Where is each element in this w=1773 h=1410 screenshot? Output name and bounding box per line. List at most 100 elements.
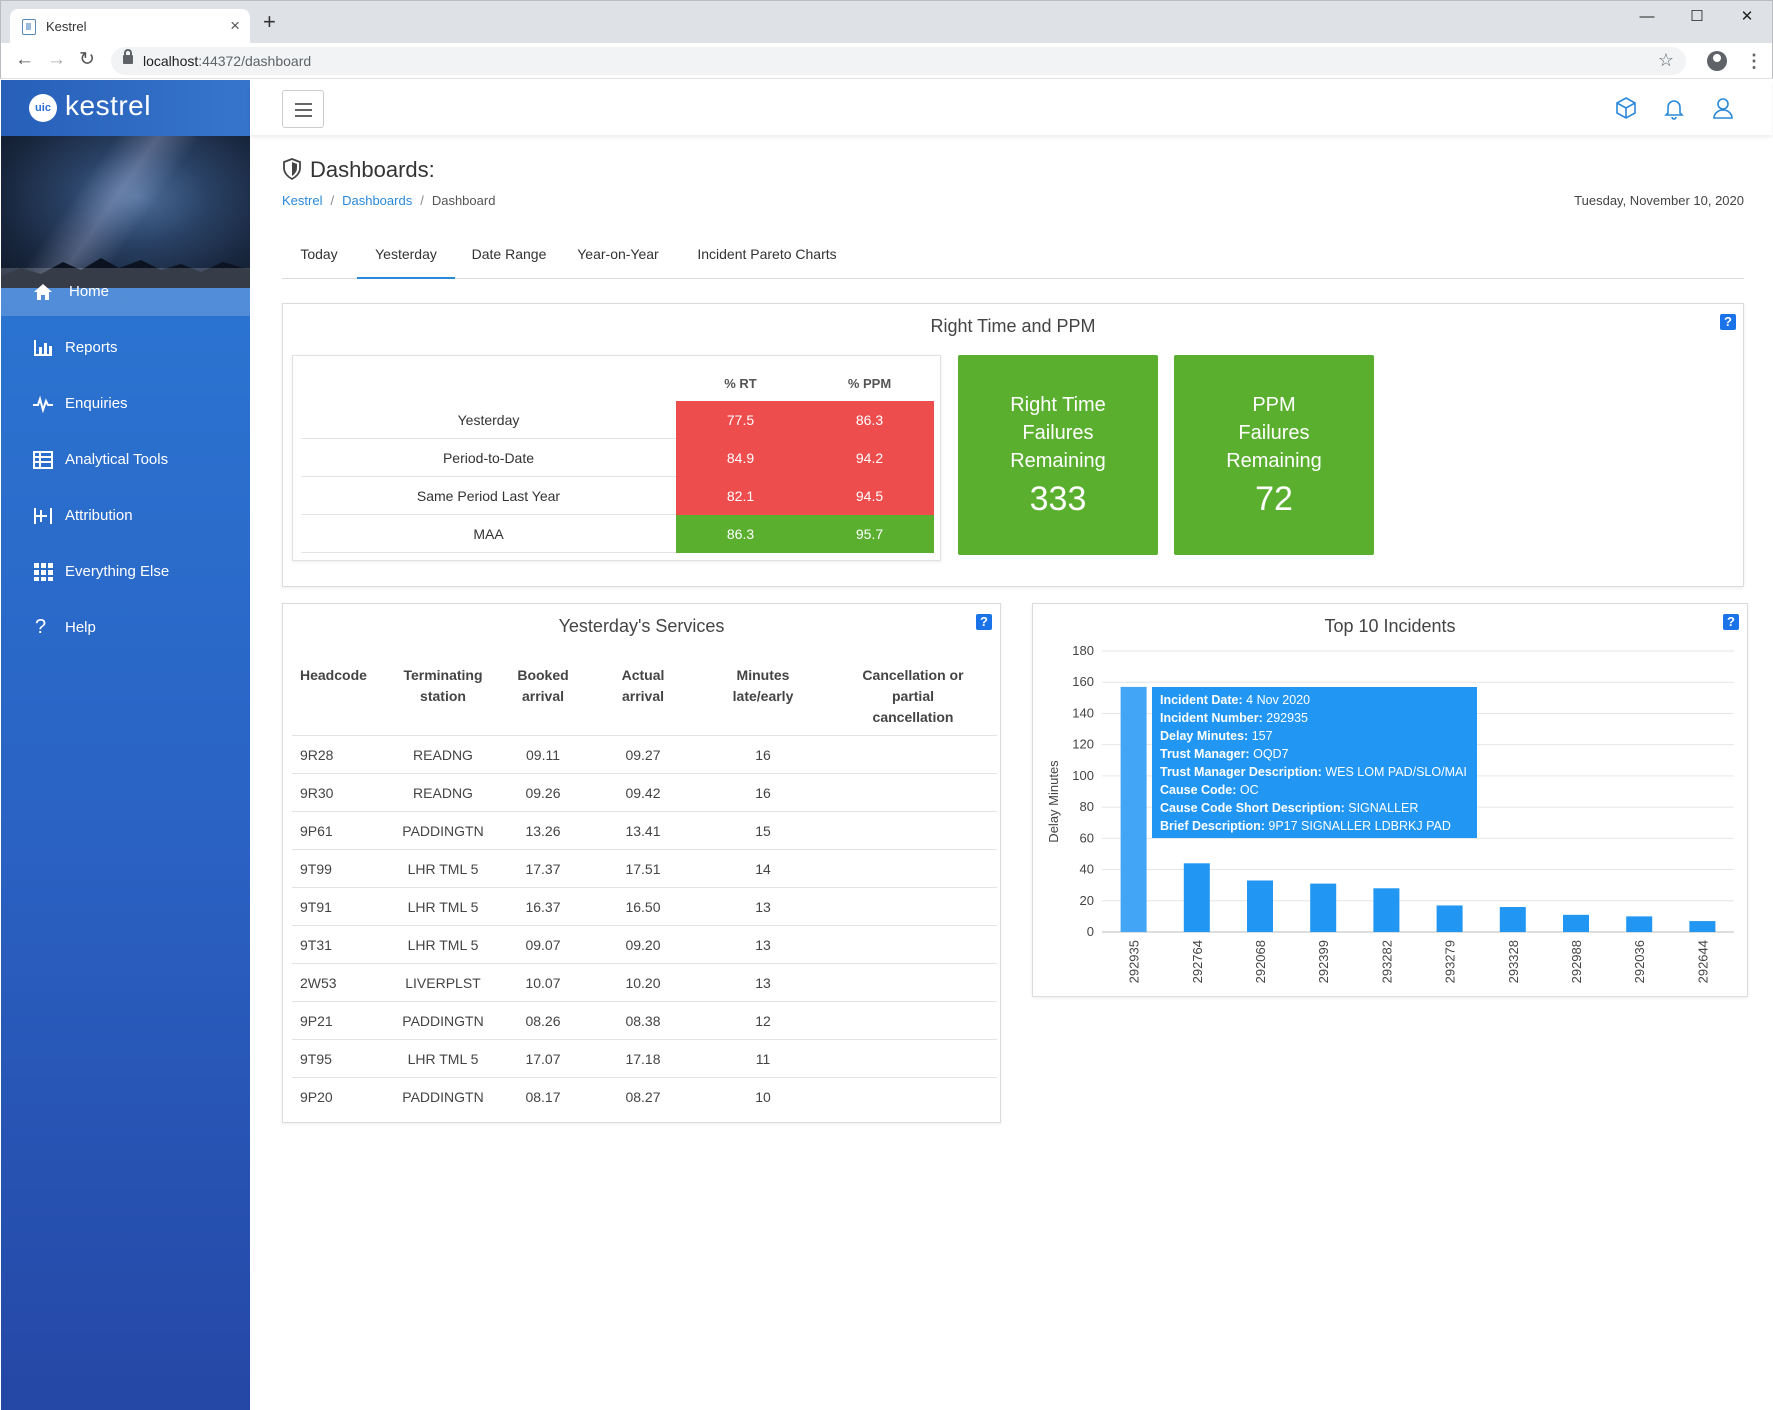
tooltip-line: Cause Code Short Description: SIGNALLER	[1160, 801, 1419, 815]
headcode-cell: 9T91	[300, 899, 332, 915]
booked-arrival-cell: 13.26	[525, 823, 561, 839]
close-window-icon[interactable]: ✕	[1740, 8, 1754, 25]
bell-icon[interactable]	[1662, 96, 1686, 120]
booked-arrival-cell: 09.07	[525, 937, 561, 953]
card-title: Top 10 Incidents	[1324, 616, 1456, 636]
sidebar-item-home[interactable]: Home	[1, 268, 250, 316]
breadcrumb-current: Dashboard	[431, 193, 496, 208]
actual-arrival-cell: 13.41	[625, 823, 661, 839]
column-header-terminating-station: Terminating station	[403, 667, 483, 704]
grid-icon	[34, 563, 53, 581]
tooltip-line: Incident Date: 4 Nov 2020	[1160, 693, 1311, 707]
rt-ppm-row: Yesterday 77.5 86.3	[301, 401, 934, 439]
browser-menu-icon[interactable]: ⋮	[1745, 51, 1763, 71]
rt-failures-value: 333	[1029, 480, 1087, 518]
back-icon[interactable]: ←	[15, 49, 34, 70]
row-label: Same Period Last Year	[416, 488, 561, 504]
help-icon[interactable]: ?	[1720, 314, 1736, 330]
headcode-cell: 2W53	[300, 975, 337, 991]
maximize-icon[interactable]: ☐	[1690, 8, 1704, 25]
actual-arrival-cell: 08.27	[625, 1089, 661, 1105]
reload-icon[interactable]: ↻	[79, 49, 95, 70]
help-icon[interactable]: ?	[976, 614, 992, 630]
sidebar-item-analytical-tools[interactable]: Analytical Tools	[1, 436, 250, 484]
address-bar[interactable]: localhost:44372/dashboard ☆	[111, 47, 1686, 75]
browser-tab[interactable]: Kestrel ×	[10, 9, 250, 44]
help-icon[interactable]: ?	[1723, 614, 1739, 630]
rt-ppm-table: % RT % PPM Yesterday 77.5 86.3 Period-to-Da…	[292, 355, 941, 561]
rt-value: 77.5	[676, 401, 805, 439]
row-label: Yesterday	[457, 412, 520, 428]
minimize-icon[interactable]: —	[1639, 8, 1655, 25]
sidebar-item-label: Analytical Tools	[65, 451, 169, 468]
tab-incident-pareto-charts[interactable]: Incident Pareto Charts	[697, 246, 837, 262]
station-cell: LHR TML 5	[407, 899, 479, 915]
uic-logo-icon: uic	[29, 94, 57, 122]
sidebar-item-label: Help	[65, 619, 96, 636]
tooltip-line: Brief Description: 9P17 SIGNALLER LDBRKJ…	[1160, 819, 1451, 833]
window-controls: — ☐ ✕	[1622, 1, 1772, 33]
sidebar-item-everything-else[interactable]: Everything Else	[1, 548, 250, 596]
sidebar-item-help[interactable]: ? Help	[1, 604, 250, 652]
station-cell: READNG	[413, 785, 473, 801]
tooltip-line: Delay Minutes: 157	[1160, 729, 1273, 743]
station-cell: PADDINGTN	[402, 1089, 484, 1105]
cube-icon[interactable]	[1614, 96, 1638, 120]
tab-date-range[interactable]: Date Range	[471, 246, 547, 262]
minutes-late-cell: 13	[755, 937, 771, 953]
actual-arrival-cell: 09.42	[625, 785, 661, 801]
table-row: 9T99 LHR TML 5 17.37 17.51 14	[292, 849, 997, 887]
shield-icon	[283, 158, 301, 180]
booked-arrival-cell: 08.26	[525, 1013, 561, 1029]
breadcrumb-dashboards[interactable]: Dashboards	[342, 193, 413, 208]
minutes-late-cell: 13	[755, 975, 771, 991]
tooltip-line: Trust Manager Description: WES LOM PAD/S…	[1160, 765, 1467, 779]
sidebar-item-label: Home	[69, 283, 110, 300]
close-tab-icon[interactable]: ×	[230, 16, 240, 35]
home-icon	[34, 284, 52, 300]
sidebar-item-label: Everything Else	[65, 563, 170, 580]
booked-arrival-cell: 16.37	[525, 899, 561, 915]
station-cell: LIVERPLST	[405, 975, 481, 991]
forward-icon[interactable]: →	[47, 49, 66, 70]
rt-failures-remaining-tile: Right Time Failures Remaining 333	[958, 355, 1158, 555]
rt-ppm-row: MAA 86.3 95.7	[301, 515, 934, 553]
booked-arrival-cell: 08.17	[525, 1089, 561, 1105]
tab-year-on-year[interactable]: Year-on-Year	[577, 246, 659, 262]
address-url: localhost:44372/dashboard	[143, 53, 312, 69]
tab-today[interactable]: Today	[300, 246, 338, 262]
app-header	[250, 80, 1772, 135]
breadcrumb-kestrel[interactable]: Kestrel	[282, 193, 323, 208]
sidebar-item-attribution[interactable]: Attribution	[1, 492, 250, 540]
column-header-cancellation: Cancellation or partial cancellation	[862, 667, 964, 725]
sidebar-item-enquiries[interactable]: Enquiries	[1, 380, 250, 428]
station-cell: READNG	[413, 747, 473, 763]
column-header-actual-arrival: Actual arrival	[621, 667, 665, 704]
bar-chart-icon	[34, 340, 52, 356]
tab-yesterday[interactable]: Yesterday	[357, 241, 455, 279]
booked-arrival-cell: 17.37	[525, 861, 561, 877]
headcode-cell: 9P61	[300, 823, 333, 839]
sidebar-item-reports[interactable]: Reports	[1, 324, 250, 372]
new-tab-icon[interactable]: +	[263, 9, 276, 34]
browser-tab-title: Kestrel	[46, 19, 87, 34]
rt-value: 82.1	[676, 477, 805, 515]
tooltip-line: Trust Manager: OQD7	[1160, 747, 1289, 761]
sidebar: uic kestrel Home Reports Enquiries Analy…	[1, 80, 250, 1410]
logo[interactable]: uic kestrel	[1, 80, 250, 136]
row-label: Period-to-Date	[442, 450, 535, 466]
profile-icon[interactable]	[1707, 51, 1727, 71]
ppm-value: 86.3	[805, 401, 934, 439]
minutes-late-cell: 11	[755, 1051, 771, 1067]
table-row: 9P21 PADDINGTN 08.26 08.38 12	[292, 1001, 997, 1039]
bookmark-star-icon[interactable]: ☆	[1657, 50, 1674, 70]
question-icon: ?	[35, 616, 47, 638]
user-icon[interactable]	[1711, 96, 1735, 120]
page-title: Dashboards:	[310, 157, 435, 182]
station-cell: LHR TML 5	[407, 1051, 479, 1067]
rt-value: 86.3	[676, 515, 805, 553]
column-header-booked-arrival: Booked arrival	[517, 667, 569, 704]
menu-toggle-button[interactable]	[282, 90, 324, 128]
table-row: 9T31 LHR TML 5 09.07 09.20 13	[292, 925, 997, 963]
headcode-cell: 9T99	[300, 861, 332, 877]
